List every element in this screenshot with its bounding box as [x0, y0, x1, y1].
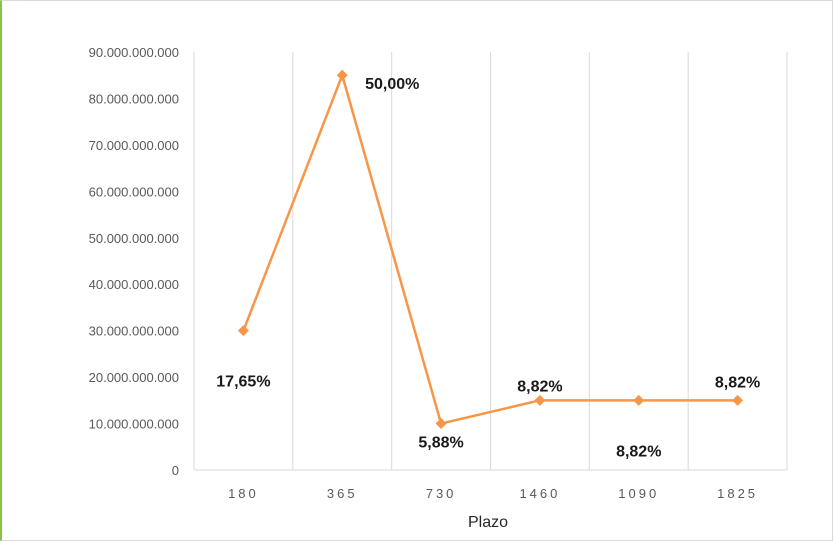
- y-tick-label: 80.000.000.000: [89, 91, 179, 106]
- series-line: [237, 69, 744, 430]
- data-label: 8,82%: [517, 378, 562, 395]
- data-point-marker: [732, 394, 744, 406]
- gridlines: [193, 52, 788, 471]
- x-tick-label: 1825: [717, 486, 758, 501]
- data-label: 8,82%: [715, 374, 760, 391]
- data-point-marker: [633, 394, 645, 406]
- x-axis-ticks: 180 365 730 1460 1090 1825: [228, 486, 758, 501]
- data-label: 17,65%: [216, 374, 270, 391]
- data-point-marker: [237, 325, 249, 337]
- y-tick-label: 90.000.000.000: [89, 45, 179, 60]
- x-tick-label: 1460: [519, 486, 560, 501]
- series-path: [242, 73, 738, 425]
- data-point-marker: [534, 394, 546, 406]
- y-tick-label: 50.000.000.000: [89, 231, 179, 246]
- y-tick-label: 30.000.000.000: [89, 324, 179, 339]
- y-tick-label: 0: [172, 463, 179, 478]
- y-tick-label: 60.000.000.000: [89, 184, 179, 199]
- y-tick-label: 70.000.000.000: [89, 138, 179, 153]
- y-tick-label: 40.000.000.000: [89, 277, 179, 292]
- data-label: 8,82%: [616, 443, 661, 460]
- x-tick-label: 730: [426, 486, 457, 501]
- y-axis-ticks: 0 10.000.000.000 20.000.000.000 30.000.000.…: [89, 45, 179, 478]
- data-point-marker: [435, 418, 447, 430]
- data-point-marker: [336, 69, 348, 81]
- y-tick-label: 10.000.000.000: [89, 417, 179, 432]
- data-label: 5,88%: [418, 435, 463, 452]
- x-tick-label: 1090: [618, 486, 659, 501]
- x-tick-label: 365: [327, 486, 358, 501]
- data-label: 50,00%: [365, 76, 419, 93]
- x-tick-label: 180: [228, 486, 259, 501]
- data-labels: 17,65% 50,00% 5,88% 8,82% 8,82% 8,82%: [216, 76, 760, 460]
- x-axis-title: Plazo: [468, 514, 508, 531]
- y-tick-label: 20.000.000.000: [89, 370, 179, 385]
